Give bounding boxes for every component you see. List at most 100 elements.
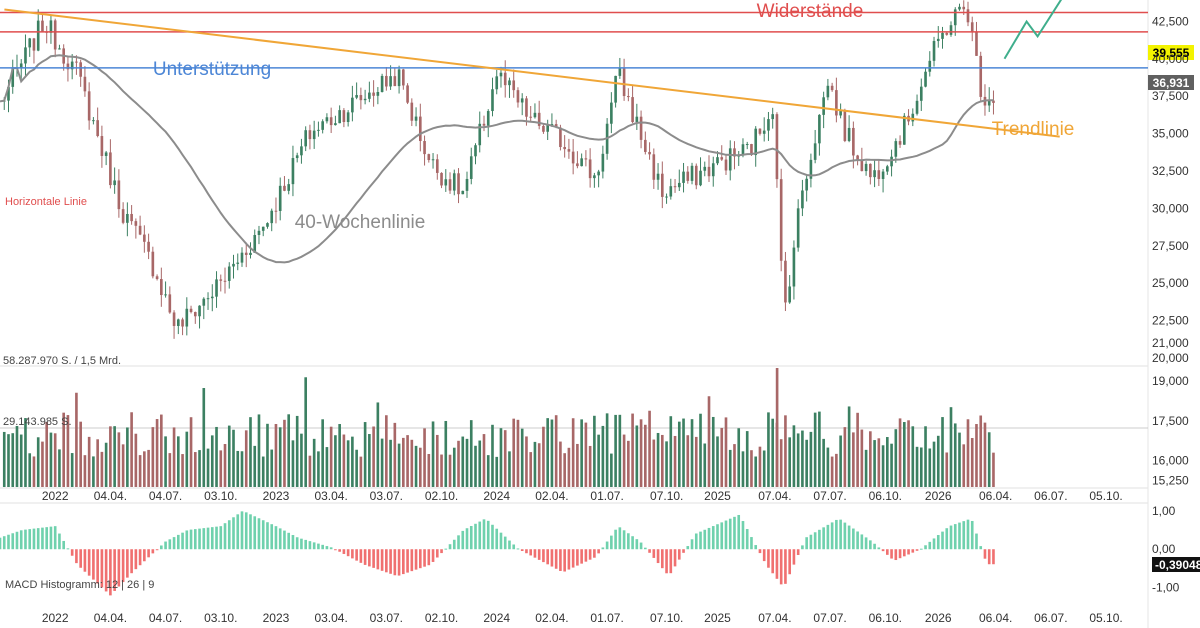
macd-bar: [83, 549, 87, 572]
macd-bar: [924, 545, 927, 550]
macd-bar: [176, 534, 180, 550]
volume-bar: [87, 436, 91, 487]
volume-bar: [474, 445, 477, 487]
macd-bar: [941, 531, 944, 550]
macd-bar: [181, 532, 184, 550]
macd-bar: [75, 549, 78, 564]
macd-bar: [359, 549, 363, 563]
volume-bar: [537, 443, 541, 487]
volume-bar: [932, 441, 936, 487]
volume-y-tick-label: 19,000: [1152, 374, 1189, 388]
x-tick-label: 05.10.: [1089, 611, 1122, 625]
macd-bar: [402, 549, 405, 575]
volume-bar: [902, 422, 906, 487]
macd-y-tick-label: -1,00: [1152, 581, 1180, 595]
volume-bar: [839, 435, 842, 487]
volume-bar: [567, 447, 571, 487]
candle-body: [805, 178, 808, 191]
candle-body: [104, 152, 108, 156]
candle-body: [741, 144, 745, 156]
candle-body: [890, 156, 893, 167]
candle-body: [486, 111, 490, 126]
candle-body: [656, 173, 660, 180]
candle-body: [724, 159, 728, 171]
macd-bar: [448, 544, 452, 550]
macd-bar: [508, 540, 511, 550]
macd-bar: [32, 528, 36, 550]
volume-bar: [295, 415, 299, 487]
trendline-label: Trendlinie: [992, 119, 1075, 140]
candle-body: [423, 141, 426, 155]
macd-bar: [644, 547, 647, 550]
macd-bar: [431, 549, 435, 562]
candle-body: [435, 159, 439, 173]
candle-body: [270, 210, 274, 224]
macd-bar: [784, 549, 787, 584]
macd-bar: [886, 549, 889, 555]
macd-bar: [126, 549, 129, 578]
candle-body: [958, 6, 961, 10]
volume-bar: [172, 427, 176, 487]
macd-bar: [227, 520, 231, 550]
macd-bar: [143, 549, 146, 562]
candle-body: [975, 31, 978, 56]
volume-bar: [784, 415, 787, 487]
macd-bar: [24, 529, 27, 550]
volume-bar: [202, 388, 206, 487]
horizontal-line-label: Horizontale Linie: [5, 196, 87, 208]
x-tick-label: 02.10.: [425, 611, 458, 625]
macd-bar: [393, 549, 397, 576]
resistance-label: Widerstände: [757, 1, 864, 22]
macd-bar: [525, 549, 528, 554]
candle-body: [571, 151, 575, 164]
forecast-arrow: [1003, 0, 1063, 60]
volume-bar: [979, 415, 983, 487]
macd-bar: [563, 549, 566, 572]
candle-body: [11, 68, 15, 87]
candle-body: [758, 128, 762, 134]
candle-body: [690, 165, 694, 181]
candle-body: [291, 158, 295, 185]
volume-bar: [423, 428, 426, 487]
candle-body: [648, 151, 651, 155]
volume-bar: [970, 438, 974, 487]
price-y-tick-label: 21,000: [1152, 336, 1189, 350]
volume-bar: [389, 439, 392, 487]
candle-body: [546, 124, 549, 132]
candle-body: [673, 186, 677, 188]
x-tick-label: 06.10.: [869, 489, 902, 503]
volume-bar: [380, 438, 384, 487]
macd-y-tick-label: 0,00: [1152, 542, 1176, 556]
candle-body: [881, 171, 885, 179]
macd-bar: [656, 549, 660, 564]
macd-bar: [461, 530, 465, 550]
candle-body: [355, 95, 358, 98]
macd-bar: [750, 537, 753, 550]
candle-body: [172, 312, 176, 326]
macd-bar: [87, 549, 91, 576]
volume-bar: [542, 426, 545, 487]
volume-bar: [741, 451, 745, 487]
volume-bar: [478, 440, 482, 487]
macd-bar: [949, 525, 953, 550]
volume-bar: [138, 455, 142, 487]
candle-body: [24, 47, 27, 64]
macd-bar: [452, 539, 456, 550]
macd-bar: [992, 549, 995, 565]
candle-body: [992, 100, 995, 103]
candle-body: [440, 172, 443, 186]
volume-bar: [771, 418, 775, 487]
last-price-tag: 39,555: [1148, 45, 1194, 60]
volume-bar: [45, 421, 49, 487]
candle-body: [329, 117, 333, 126]
volume-bar: [372, 426, 375, 487]
candle-body: [126, 213, 129, 223]
volume-bar: [83, 455, 87, 487]
macd-bar: [516, 548, 520, 550]
volume-bar: [283, 419, 286, 487]
volume-bar: [945, 452, 949, 487]
macd-bar: [822, 527, 825, 550]
macd-bar: [741, 521, 745, 550]
macd-bar: [593, 549, 596, 558]
macd-bar: [346, 549, 350, 557]
